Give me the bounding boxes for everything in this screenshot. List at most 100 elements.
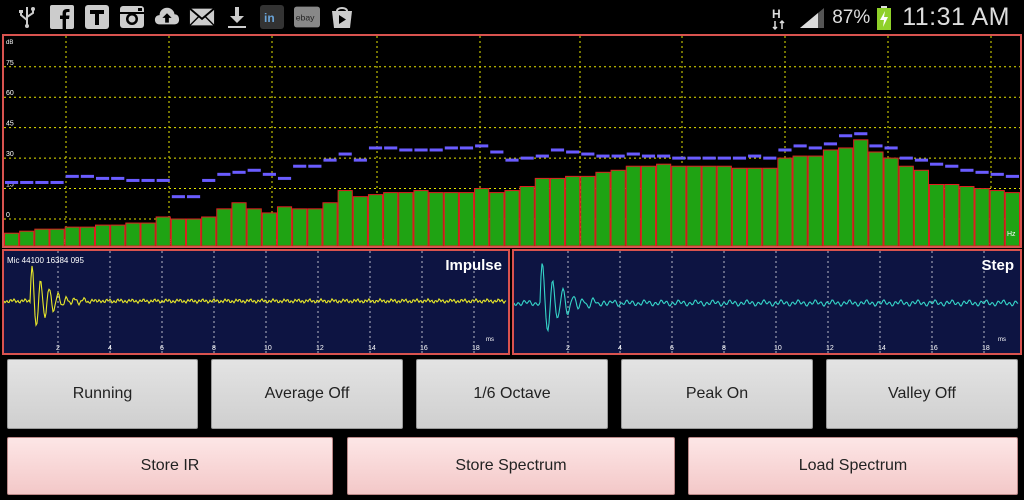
valley-button[interactable]: Valley Off bbox=[826, 359, 1018, 429]
running-button[interactable]: Running bbox=[7, 359, 198, 429]
spectrum-bar bbox=[79, 226, 95, 246]
spectrum-bar bbox=[565, 175, 581, 246]
impulse-trace bbox=[4, 265, 507, 327]
spectrum-bar bbox=[428, 192, 444, 246]
octave-button[interactable]: 1/6 Octave bbox=[416, 359, 608, 429]
spectrum-bar bbox=[34, 228, 50, 246]
impulse-title: Impulse bbox=[445, 257, 502, 274]
x-tick-label: 16 bbox=[420, 345, 428, 352]
peak-marker bbox=[232, 170, 246, 174]
peak-marker bbox=[823, 142, 838, 146]
spectrum-bar bbox=[686, 165, 702, 246]
x-tick-label: 6 bbox=[670, 345, 674, 352]
spectrum-plot: 7560453015031631252505001k2k4k8k16k dB H… bbox=[4, 36, 1020, 246]
peak-marker bbox=[975, 170, 989, 174]
spectrum-bar bbox=[155, 216, 171, 246]
spectrum-bar bbox=[883, 157, 899, 246]
spectrum-bar bbox=[549, 177, 566, 246]
spectrum-bar bbox=[625, 165, 641, 246]
x-tick-label: 12 bbox=[316, 345, 324, 352]
x-tick-label: 16 bbox=[930, 345, 938, 352]
peak-marker bbox=[247, 168, 261, 172]
peak-marker bbox=[156, 178, 170, 182]
spectrum-bar bbox=[656, 163, 672, 246]
spectrum-bar bbox=[701, 165, 717, 246]
spectrum-bar bbox=[747, 167, 763, 246]
svg-text:ebay: ebay bbox=[296, 12, 315, 22]
peak-marker bbox=[839, 134, 853, 138]
spectrum-bar bbox=[367, 194, 384, 246]
peak-marker bbox=[202, 178, 216, 182]
peak-marker bbox=[126, 178, 140, 182]
spectrum-bar bbox=[898, 165, 914, 246]
peak-marker bbox=[505, 158, 519, 162]
step-panel[interactable]: 2 4 6 8 10 12 14 16 18 ms Step bbox=[512, 249, 1022, 355]
store-ir-button[interactable]: Store IR bbox=[7, 437, 333, 495]
peak-button[interactable]: Peak On bbox=[621, 359, 813, 429]
step-title: Step bbox=[981, 257, 1014, 274]
spectrum-bar bbox=[929, 183, 945, 246]
peak-marker bbox=[111, 176, 125, 180]
spectrum-bar bbox=[474, 188, 490, 246]
spectrum-bar bbox=[64, 226, 80, 246]
spectrum-bar bbox=[671, 165, 687, 246]
peak-marker bbox=[626, 152, 640, 156]
load-spectrum-button[interactable]: Load Spectrum bbox=[688, 437, 1018, 495]
spectrum-bar bbox=[792, 155, 808, 246]
peak-marker bbox=[566, 150, 580, 154]
peak-marker bbox=[277, 176, 292, 180]
y-unit-label: dB bbox=[6, 40, 13, 46]
x-unit-label: ms bbox=[998, 337, 1006, 343]
spectrum-bar bbox=[398, 192, 414, 246]
peak-marker bbox=[444, 146, 458, 150]
peak-marker bbox=[384, 146, 398, 150]
x-tick-label: 12 bbox=[826, 345, 834, 352]
x-tick-label: 10 bbox=[774, 345, 782, 352]
spectrum-bar bbox=[489, 192, 505, 246]
peak-marker bbox=[323, 158, 337, 162]
peak-marker bbox=[459, 146, 474, 150]
peak-marker bbox=[854, 132, 868, 136]
peak-marker bbox=[990, 172, 1004, 176]
spectrum-bar bbox=[185, 218, 202, 246]
x-tick-label: 14 bbox=[878, 345, 886, 352]
peak-marker bbox=[550, 148, 565, 152]
peak-marker bbox=[672, 156, 686, 160]
network-type-icon: H bbox=[772, 7, 785, 30]
spectrum-bar bbox=[292, 208, 308, 246]
instagram-icon bbox=[119, 4, 145, 29]
impulse-panel[interactable]: 2 4 6 8 10 12 14 16 18 ms Mic 44100 16384 095 Imp… bbox=[2, 249, 510, 355]
text-icon bbox=[84, 4, 110, 29]
control-buttons: Running Average Off 1/6 Octave Peak On V… bbox=[0, 357, 1024, 429]
peak-marker bbox=[687, 156, 701, 160]
peak-marker bbox=[308, 164, 322, 168]
store-spectrum-button[interactable]: Store Spectrum bbox=[347, 437, 675, 495]
svg-text:in: in bbox=[264, 11, 275, 25]
x-tick-label: 14 bbox=[368, 345, 376, 352]
spectrum-bar bbox=[519, 186, 535, 246]
impulse-plot: 2 4 6 8 10 12 14 16 18 ms bbox=[4, 251, 507, 353]
x-tick-label: 8 bbox=[722, 345, 726, 352]
spectrum-bar bbox=[807, 155, 823, 246]
peak-marker bbox=[95, 176, 110, 180]
spectrum-bar bbox=[944, 183, 960, 246]
spectrum-bar bbox=[853, 139, 869, 246]
upload-icon bbox=[154, 4, 180, 29]
spectrum-bar bbox=[352, 196, 368, 246]
spectrum-bar bbox=[1004, 192, 1020, 246]
spectrum-bar bbox=[94, 224, 111, 246]
spectrum-bar bbox=[640, 165, 657, 246]
peak-marker bbox=[262, 172, 276, 176]
spectrum-bar bbox=[458, 192, 475, 246]
spectrum-analyzer[interactable]: 7560453015031631252505001k2k4k8k16k dB H… bbox=[2, 34, 1022, 248]
peak-marker bbox=[535, 154, 549, 158]
spectrum-bar bbox=[868, 151, 884, 246]
x-tick-label: 2 bbox=[56, 345, 60, 352]
peak-marker bbox=[702, 156, 716, 160]
spectrum-bar bbox=[777, 157, 793, 246]
average-button[interactable]: Average Off bbox=[211, 359, 403, 429]
download-icon bbox=[224, 4, 250, 29]
peak-marker bbox=[884, 146, 898, 150]
x-tick-label: 6 bbox=[160, 345, 164, 352]
spectrum-bar bbox=[731, 167, 748, 246]
